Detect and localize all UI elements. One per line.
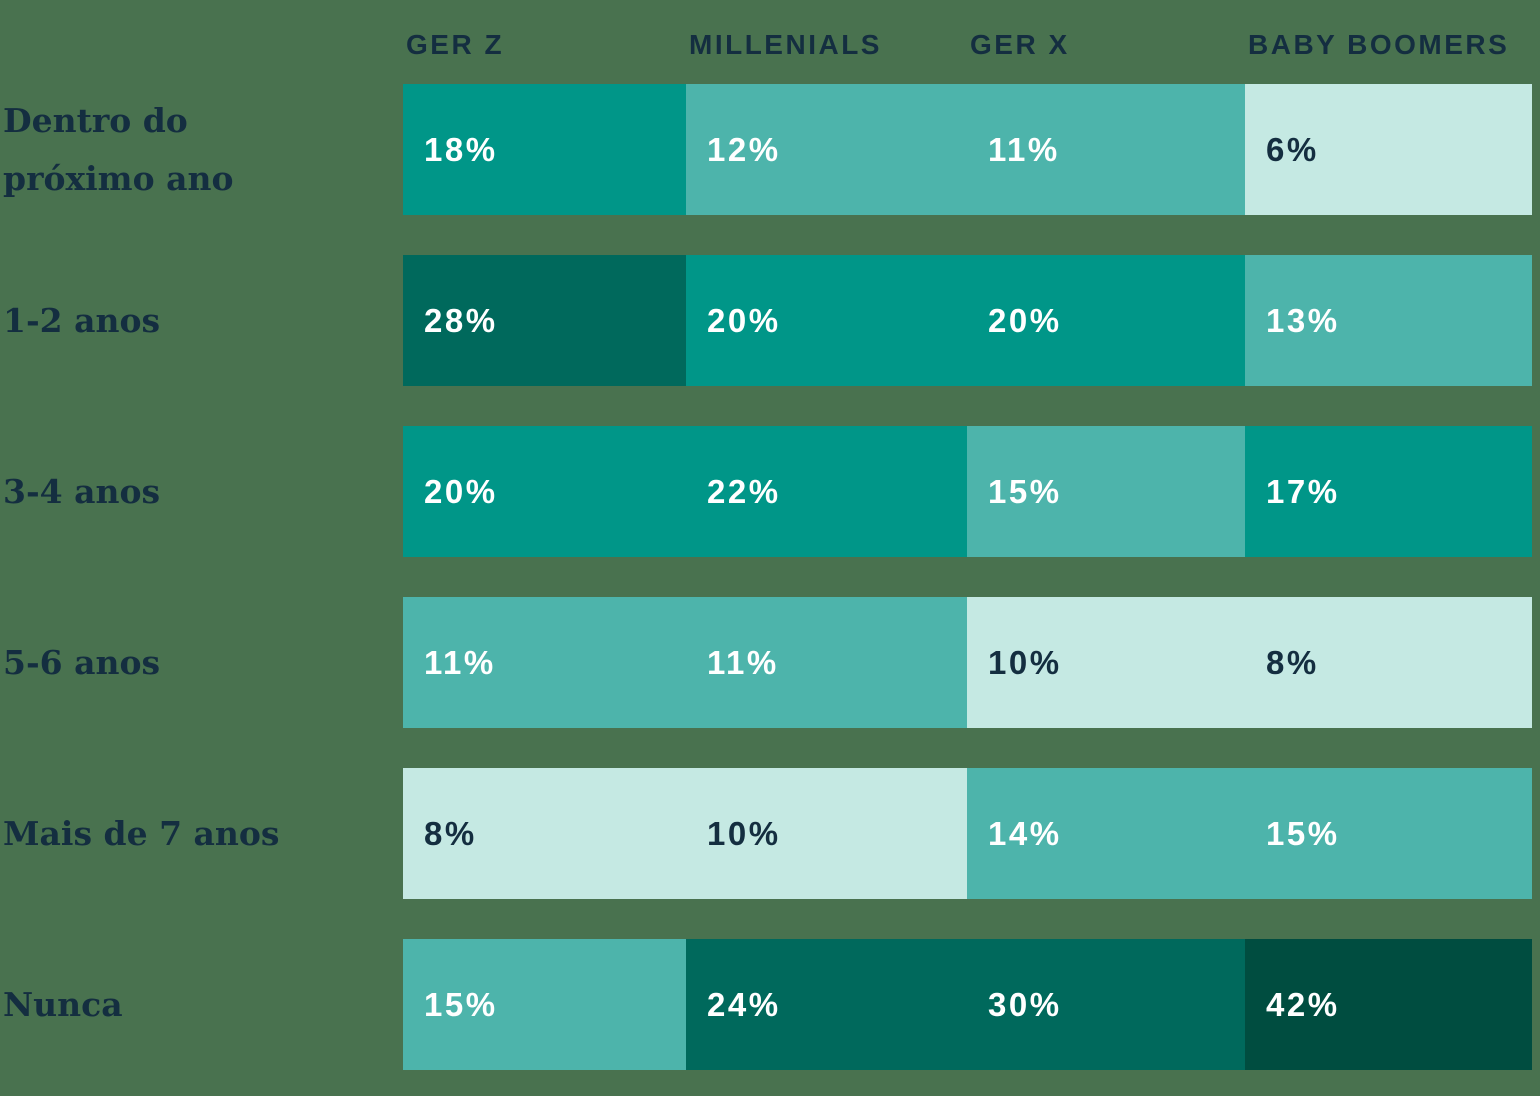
- heatmap-rows: Dentro do próximo ano 18% 12% 11% 6% 1-2…: [0, 84, 1532, 1070]
- cell-value: 15%: [967, 426, 1245, 557]
- row-label-container: 5-6 anos: [0, 597, 403, 728]
- row-label-container: Mais de 7 anos: [0, 768, 403, 899]
- cell-value: 42%: [1245, 939, 1532, 1070]
- cell-value: 20%: [967, 255, 1245, 386]
- column-header-baby-boomers: BABY BOOMERS: [1248, 29, 1510, 60]
- cell-value: 12%: [686, 84, 967, 215]
- cell-value: 11%: [403, 597, 686, 728]
- table-row-1-2-anos: 1-2 anos 28% 20% 20% 13%: [0, 255, 1532, 386]
- cell-value: 8%: [1245, 597, 1532, 728]
- row-label: 3-4 anos: [3, 471, 161, 511]
- cell-value: 22%: [686, 426, 967, 557]
- column-header-ger-x: GER X: [970, 29, 1070, 60]
- row-label: Mais de 7 anos: [3, 813, 280, 853]
- row-label: Nunca: [3, 984, 123, 1024]
- table-row-5-6-anos: 5-6 anos 11% 11% 10% 8%: [0, 597, 1532, 728]
- cell-value: 17%: [1245, 426, 1532, 557]
- row-label: Dentro do próximo ano: [3, 100, 234, 198]
- row-label-container: Nunca: [0, 939, 403, 1070]
- cell-value: 15%: [1245, 768, 1532, 899]
- row-label-container: 1-2 anos: [0, 255, 403, 386]
- table-row-nunca: Nunca 15% 24% 30% 42%: [0, 939, 1532, 1070]
- column-header-millenials: MILLENIALS: [689, 29, 882, 60]
- table-row-3-4-anos: 3-4 anos 20% 22% 15% 17%: [0, 426, 1532, 557]
- cell-value: 18%: [403, 84, 686, 215]
- row-label: 1-2 anos: [3, 300, 161, 340]
- cell-value: 13%: [1245, 255, 1532, 386]
- cell-value: 20%: [403, 426, 686, 557]
- row-label-container: 3-4 anos: [0, 426, 403, 557]
- column-headers: GER Z MILLENIALS GER X BABY BOOMERS: [403, 29, 1532, 61]
- cell-value: 15%: [403, 939, 686, 1070]
- column-header-ger-z: GER Z: [406, 29, 505, 60]
- cell-value: 8%: [403, 768, 686, 899]
- row-label: 5-6 anos: [3, 642, 161, 682]
- cell-value: 6%: [1245, 84, 1532, 215]
- cell-value: 14%: [967, 768, 1245, 899]
- cell-value: 30%: [967, 939, 1245, 1070]
- row-label-container: Dentro do próximo ano: [0, 84, 403, 215]
- cell-value: 11%: [686, 597, 967, 728]
- cell-value: 28%: [403, 255, 686, 386]
- cell-value: 10%: [967, 597, 1245, 728]
- cell-value: 10%: [686, 768, 967, 899]
- table-row-dentro-do-proximo-ano: Dentro do próximo ano 18% 12% 11% 6%: [0, 84, 1532, 215]
- table-row-mais-de-7-anos: Mais de 7 anos 8% 10% 14% 15%: [0, 768, 1532, 899]
- cell-value: 24%: [686, 939, 967, 1070]
- cell-value: 20%: [686, 255, 967, 386]
- cell-value: 11%: [967, 84, 1245, 215]
